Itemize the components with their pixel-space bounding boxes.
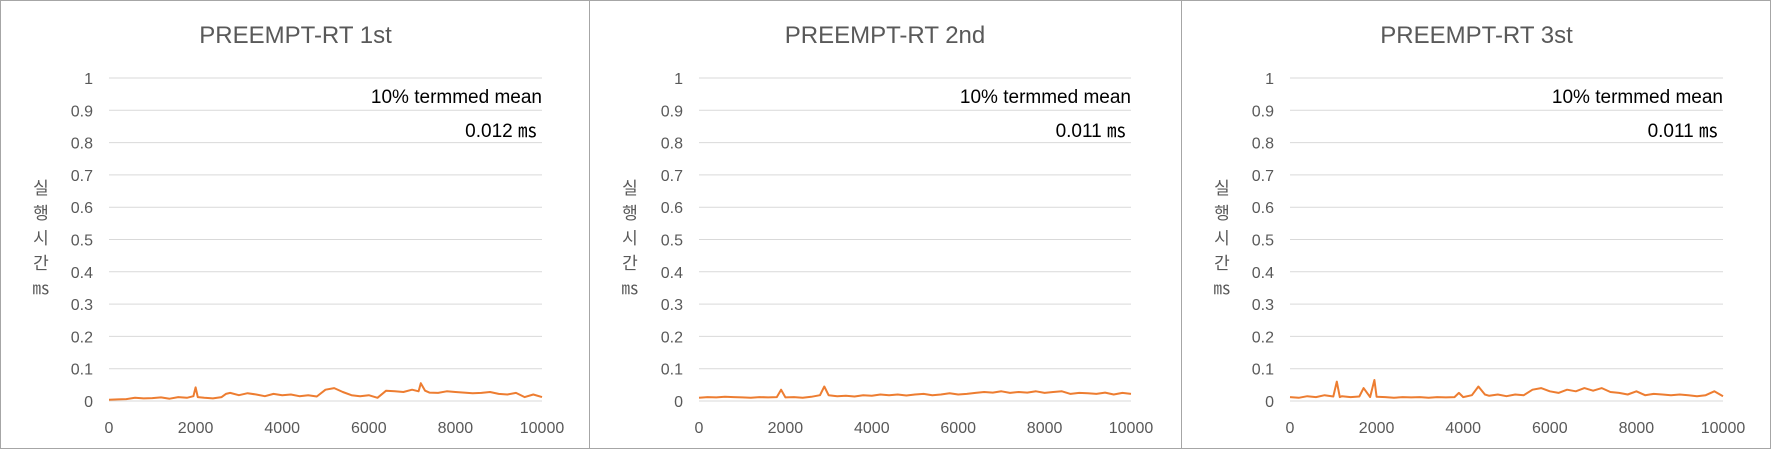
y-tick-label: 1 [84,71,93,88]
y-tick-label: 0.3 [1252,297,1274,314]
x-tick-label: 6000 [1532,420,1568,437]
x-tick-label: 6000 [351,420,387,437]
chart-panel-3: PREEMPT-RT 3st 0 0.1 0.2 0.3 0.4 0.5 0.6 0.7 0.8 0… [1181,0,1771,449]
y-tick-label: 0.9 [1252,103,1274,120]
y-tick-label: 0.2 [1252,329,1274,346]
x-tick-label: 4000 [854,420,890,437]
x-tick-label: 2000 [768,420,804,437]
y-tick-label: 0.7 [71,168,93,185]
chart-panel-1: PREEMPT-RT 1st 0 0.1 0.2 0.3 0.4 0.5 0.6 0.7 0.8 0… [0,0,590,449]
annotation-value: 0.011 ㎳ [1648,121,1718,142]
y-tick-label: 0.5 [661,233,683,250]
y-tick-label: 0.8 [1252,136,1274,153]
series-line [1289,379,1724,399]
y-axis-label-char: ㎳ [33,279,50,299]
y-axis-label-char: ㎳ [622,279,639,299]
y-tick-label: 0.4 [661,265,683,282]
x-tick-label: 2000 [1359,420,1395,437]
y-axis-label: 실 행 시 간 ㎳ [1214,179,1231,299]
y-tick-label: 0.2 [661,329,683,346]
y-tick-label: 0.8 [71,136,93,153]
y-tick-label: 0.9 [71,103,93,120]
y-tick-label: 0.8 [661,136,683,153]
y-axis-label-char: 실 [1214,179,1230,199]
x-tick-label: 4000 [1445,420,1481,437]
y-tick-label: 0.1 [71,362,93,379]
x-tick-label: 10000 [1701,420,1746,437]
y-tick-label: 0.4 [71,265,93,282]
annotation-label: 10% termmed mean [960,87,1131,108]
line-chart: PREEMPT-RT 1st 0 0.1 0.2 0.3 0.4 0.5 0.6 0.7 0.8 0… [33,22,565,437]
x-tick-label: 8000 [438,420,474,437]
y-tick-label: 0.2 [71,329,93,346]
x-tick-label: 0 [1286,420,1295,437]
x-tick-label: 6000 [940,420,976,437]
series-line [698,385,1132,399]
y-axis-label-char: 시 [622,229,638,249]
y-tick-label: 0.5 [1252,233,1274,250]
annotation-value: 0.012 ㎳ [465,121,537,142]
series-line [108,382,543,401]
y-tick-label: 0.6 [661,200,683,217]
y-tick-label: 1 [674,71,683,88]
y-axis-label-char: 간 [33,254,49,274]
chart-title: PREEMPT-RT 1st [199,22,392,49]
y-axis-label-char: 시 [1214,229,1230,249]
annotation-label: 10% termmed mean [371,87,542,108]
chart-title: PREEMPT-RT 2nd [785,22,986,49]
y-axis-label-char: 시 [33,229,49,249]
annotation-value: 0.011 ㎳ [1056,121,1126,142]
y-tick-label: 0.9 [661,103,683,120]
y-axis-label-char: 행 [622,204,638,224]
x-tick-label: 0 [105,420,114,437]
y-axis-label-char: 간 [1214,254,1230,274]
x-tick-label: 8000 [1619,420,1655,437]
line-chart: PREEMPT-RT 2nd 0 0.1 0.2 0.3 0.4 0.5 0.6 0.7 0.8 0… [622,22,1154,437]
y-tick-label: 0 [674,394,683,411]
x-tick-label: 10000 [1109,420,1154,437]
y-tick-label: 0.4 [1252,265,1274,282]
y-tick-label: 0.3 [71,297,93,314]
x-tick-label: 4000 [264,420,300,437]
y-axis-label-char: ㎳ [1214,279,1231,299]
y-axis-label-char: 실 [33,179,49,199]
y-tick-label: 0.1 [1252,362,1274,379]
y-axis-label: 실 행 시 간 ㎳ [622,179,639,299]
y-tick-label: 0.5 [71,233,93,250]
chart-panel-2: PREEMPT-RT 2nd 0 0.1 0.2 0.3 0.4 0.5 0.6 0.7 0.8 0… [589,0,1182,449]
x-tick-label: 2000 [178,420,214,437]
y-tick-label: 1 [1265,71,1274,88]
y-axis-label-char: 행 [33,204,49,224]
y-tick-label: 0.7 [1252,168,1274,185]
y-axis-label: 실 행 시 간 ㎳ [33,179,50,299]
x-tick-label: 8000 [1027,420,1063,437]
y-axis-label-char: 실 [622,179,638,199]
x-tick-label: 0 [695,420,704,437]
annotation-label: 10% termmed mean [1552,87,1723,108]
y-tick-label: 0.7 [661,168,683,185]
line-chart: PREEMPT-RT 3st 0 0.1 0.2 0.3 0.4 0.5 0.6 0.7 0.8 0… [1214,22,1746,437]
y-tick-label: 0.3 [661,297,683,314]
y-tick-label: 0 [1265,394,1274,411]
y-tick-label: 0.6 [71,200,93,217]
y-axis-label-char: 간 [622,254,638,274]
y-tick-label: 0.1 [661,362,683,379]
x-tick-label: 10000 [520,420,565,437]
y-axis-label-char: 행 [1214,204,1230,224]
y-tick-label: 0 [84,394,93,411]
y-tick-label: 0.6 [1252,200,1274,217]
chart-title: PREEMPT-RT 3st [1380,22,1573,49]
